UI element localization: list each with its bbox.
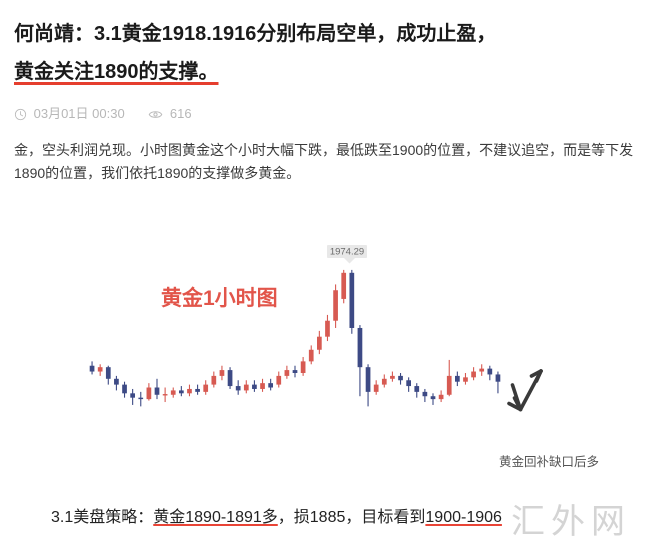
svg-text:1974.29: 1974.29 (330, 246, 364, 257)
